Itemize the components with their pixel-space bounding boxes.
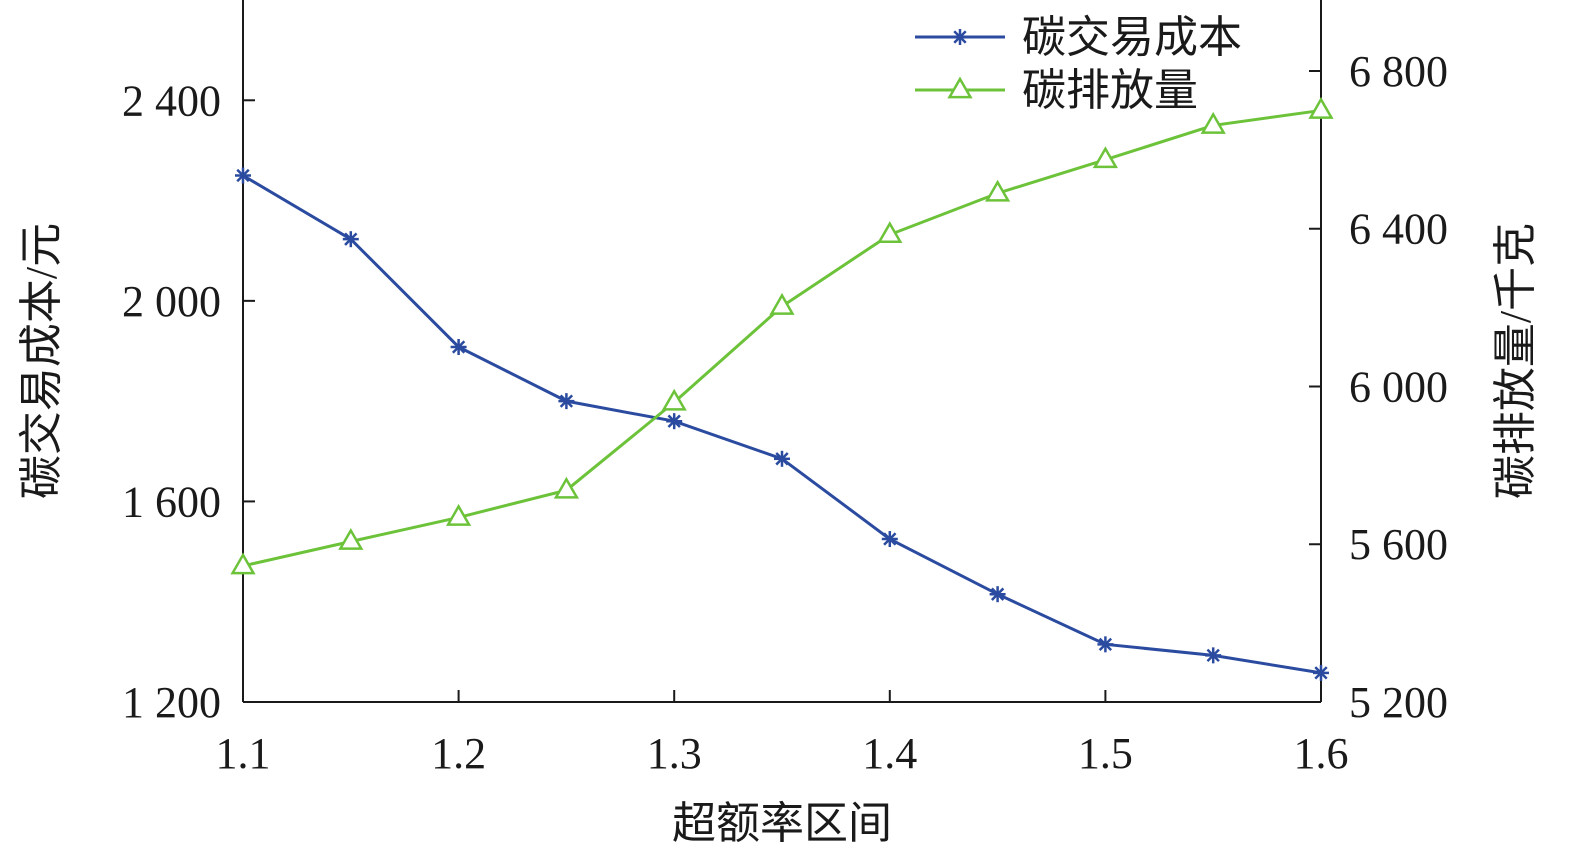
data-point bbox=[553, 476, 580, 499]
marker-stroke bbox=[236, 168, 250, 183]
x-tick-label: 1.1 bbox=[216, 729, 271, 778]
data-point bbox=[558, 393, 575, 410]
data-point bbox=[1205, 647, 1222, 664]
left-y-axis-title: 碳交易成本/元 bbox=[17, 223, 66, 499]
right-y-tick-label: 6 000 bbox=[1349, 362, 1448, 411]
series-1 bbox=[235, 167, 1329, 681]
left-y-tick-label: 1 600 bbox=[122, 477, 221, 526]
x-tick-label: 1.5 bbox=[1078, 729, 1133, 778]
legend-item: 碳排放量 bbox=[915, 66, 1198, 115]
marker-stroke bbox=[1314, 666, 1328, 680]
x-tick-label: 1.2 bbox=[431, 729, 486, 778]
data-point bbox=[1097, 636, 1114, 653]
marker-stroke bbox=[559, 394, 574, 408]
data-point bbox=[984, 179, 1011, 202]
right-y-tick-label: 5 600 bbox=[1349, 520, 1448, 569]
data-point bbox=[1200, 111, 1226, 134]
data-point bbox=[1313, 664, 1329, 681]
left-y-tick-label: 2 000 bbox=[122, 277, 221, 326]
series-2 bbox=[230, 96, 1334, 575]
marker-stroke bbox=[1206, 648, 1220, 663]
right-y-tick-label: 6 400 bbox=[1349, 205, 1448, 254]
x-tick-label: 1.4 bbox=[862, 729, 917, 778]
legend-label: 碳排放量 bbox=[1022, 66, 1198, 115]
data-point bbox=[661, 388, 687, 411]
legend-item: 碳交易成本 bbox=[915, 13, 1242, 62]
data-point bbox=[342, 231, 359, 248]
x-tick-label: 1.6 bbox=[1294, 729, 1349, 778]
data-point bbox=[450, 338, 467, 355]
series-layer bbox=[230, 96, 1334, 681]
x-tick-label: 1.3 bbox=[647, 729, 702, 778]
marker-stroke bbox=[953, 30, 967, 44]
marker-stroke bbox=[451, 340, 466, 354]
legend-marker bbox=[947, 76, 973, 99]
data-point bbox=[1308, 96, 1334, 119]
series-line bbox=[242, 174, 1322, 675]
data-point bbox=[445, 503, 472, 526]
marker-stroke bbox=[667, 414, 681, 428]
axes: 1.1 1.2 1.3 1.4 1.5 1.6 1 200 1 600 2 000 2 400 5 … bbox=[17, 0, 1540, 848]
data-point bbox=[877, 221, 903, 244]
data-point bbox=[338, 527, 364, 550]
data-point bbox=[774, 450, 790, 467]
right-y-axis-title: 碳排放量/千克 bbox=[1491, 223, 1540, 499]
data-point bbox=[1092, 146, 1119, 169]
marker-stroke bbox=[1098, 637, 1113, 651]
data-point bbox=[666, 413, 683, 430]
legend-marker bbox=[952, 29, 968, 45]
left-y-tick-label: 1 200 bbox=[122, 678, 221, 727]
series-line bbox=[242, 108, 1322, 568]
left-y-tick-label: 2 400 bbox=[122, 76, 221, 125]
right-y-tick-label: 5 200 bbox=[1349, 678, 1448, 727]
data-point bbox=[989, 586, 1006, 603]
data-point bbox=[230, 552, 256, 575]
marker-stroke bbox=[883, 532, 897, 546]
marker-stroke bbox=[775, 452, 789, 466]
data-point bbox=[769, 292, 795, 315]
marker-stroke bbox=[990, 587, 1005, 601]
right-y-tick-label: 6 800 bbox=[1349, 47, 1448, 96]
data-point bbox=[235, 167, 251, 184]
marker-stroke bbox=[344, 232, 358, 246]
legend-label: 碳交易成本 bbox=[1022, 13, 1242, 62]
x-axis-title: 超额率区间 bbox=[672, 799, 892, 848]
data-point bbox=[881, 531, 898, 548]
